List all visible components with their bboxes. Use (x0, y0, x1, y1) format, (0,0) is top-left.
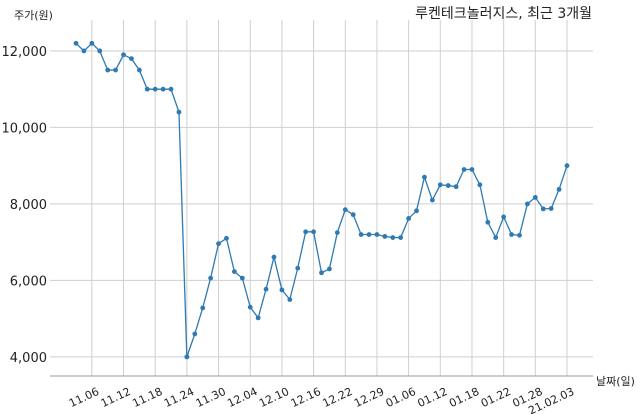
data-point (271, 254, 277, 260)
data-point (564, 163, 570, 169)
data-point (342, 207, 348, 213)
data-point (437, 182, 443, 188)
x-axis-label: 날짜(일) (596, 374, 635, 388)
data-point (556, 186, 562, 192)
data-point (532, 195, 538, 200)
x-axis-ticks: 11.0611.1211.1811.2411.3012.0412.1012.16… (67, 385, 576, 414)
data-point (540, 206, 546, 212)
data-point (319, 270, 324, 276)
chart-title: 루켄테크놀러지스, 최근 3개월 (415, 6, 592, 22)
data-point (548, 206, 554, 211)
data-point (509, 232, 514, 237)
data-point (414, 208, 419, 214)
x-tick-label: 12.22 (320, 385, 354, 410)
data-point (152, 86, 158, 92)
y-axis-label: 주가(원) (14, 9, 53, 22)
data-point (517, 232, 522, 238)
x-tick-label: 12.16 (289, 385, 323, 410)
x-tick-label: 01.18 (447, 385, 481, 410)
data-point (327, 266, 332, 272)
data-point (208, 275, 214, 281)
data-point (303, 229, 309, 235)
x-tick-label: 12.29 (352, 385, 386, 410)
data-points (73, 40, 570, 360)
x-tick-label: 01.12 (416, 385, 450, 410)
data-point (200, 305, 206, 311)
data-point (247, 304, 253, 310)
data-point (493, 235, 499, 240)
data-point (469, 167, 475, 172)
data-point (453, 184, 459, 190)
data-point (231, 269, 237, 274)
y-tick-label: 12,000 (2, 45, 48, 60)
data-point (334, 230, 340, 235)
data-point (192, 331, 198, 337)
grid-lines (50, 20, 593, 376)
data-point (429, 197, 435, 203)
x-tick-label: 11.24 (162, 385, 196, 410)
x-tick-label: 11.06 (67, 385, 101, 410)
data-point (255, 315, 261, 321)
data-point (525, 201, 530, 207)
data-point (406, 216, 412, 221)
series-line (75, 42, 568, 358)
data-point (358, 232, 364, 237)
data-point (422, 174, 427, 180)
data-point (160, 86, 166, 92)
data-point (485, 219, 491, 225)
x-tick-label: 01.22 (479, 385, 513, 410)
data-point (477, 182, 483, 188)
x-tick-label: 12.10 (257, 385, 291, 410)
y-tick-label: 6,000 (10, 274, 47, 289)
data-point (97, 48, 103, 54)
data-point (501, 214, 507, 220)
x-tick-label: 11.12 (99, 385, 133, 410)
data-point (184, 354, 190, 360)
data-point (113, 67, 118, 73)
data-point (144, 86, 150, 92)
y-tick-label: 10,000 (2, 121, 48, 136)
data-point (89, 40, 95, 46)
data-point (263, 286, 269, 292)
x-tick-label: 11.18 (130, 385, 164, 410)
data-point (398, 235, 404, 240)
x-tick-label: 12.04 (225, 385, 259, 410)
data-point (366, 232, 372, 237)
data-point (168, 86, 174, 92)
data-point (390, 235, 396, 240)
data-point (279, 287, 285, 293)
data-point (461, 167, 467, 172)
data-point (350, 212, 356, 218)
x-tick-label: 01.06 (384, 385, 418, 410)
data-point (224, 235, 229, 241)
data-point (287, 297, 293, 302)
y-axis-ticks: 4,000 6,000 8,000 10,000 12,000 (2, 45, 48, 366)
data-point (81, 48, 87, 54)
data-point (176, 109, 182, 115)
y-tick-label: 8,000 (10, 198, 47, 213)
data-point (295, 265, 301, 271)
data-point (105, 67, 111, 73)
y-tick-label: 4,000 (10, 351, 47, 366)
data-point (129, 56, 134, 61)
data-point (311, 229, 316, 235)
data-point (382, 234, 388, 239)
data-point (239, 275, 245, 281)
x-tick-label: 11.30 (194, 385, 228, 410)
data-point (121, 52, 126, 58)
data-point (445, 183, 451, 188)
data-point (136, 67, 142, 73)
data-point (374, 232, 380, 237)
data-point (216, 241, 221, 247)
data-point (73, 40, 79, 46)
